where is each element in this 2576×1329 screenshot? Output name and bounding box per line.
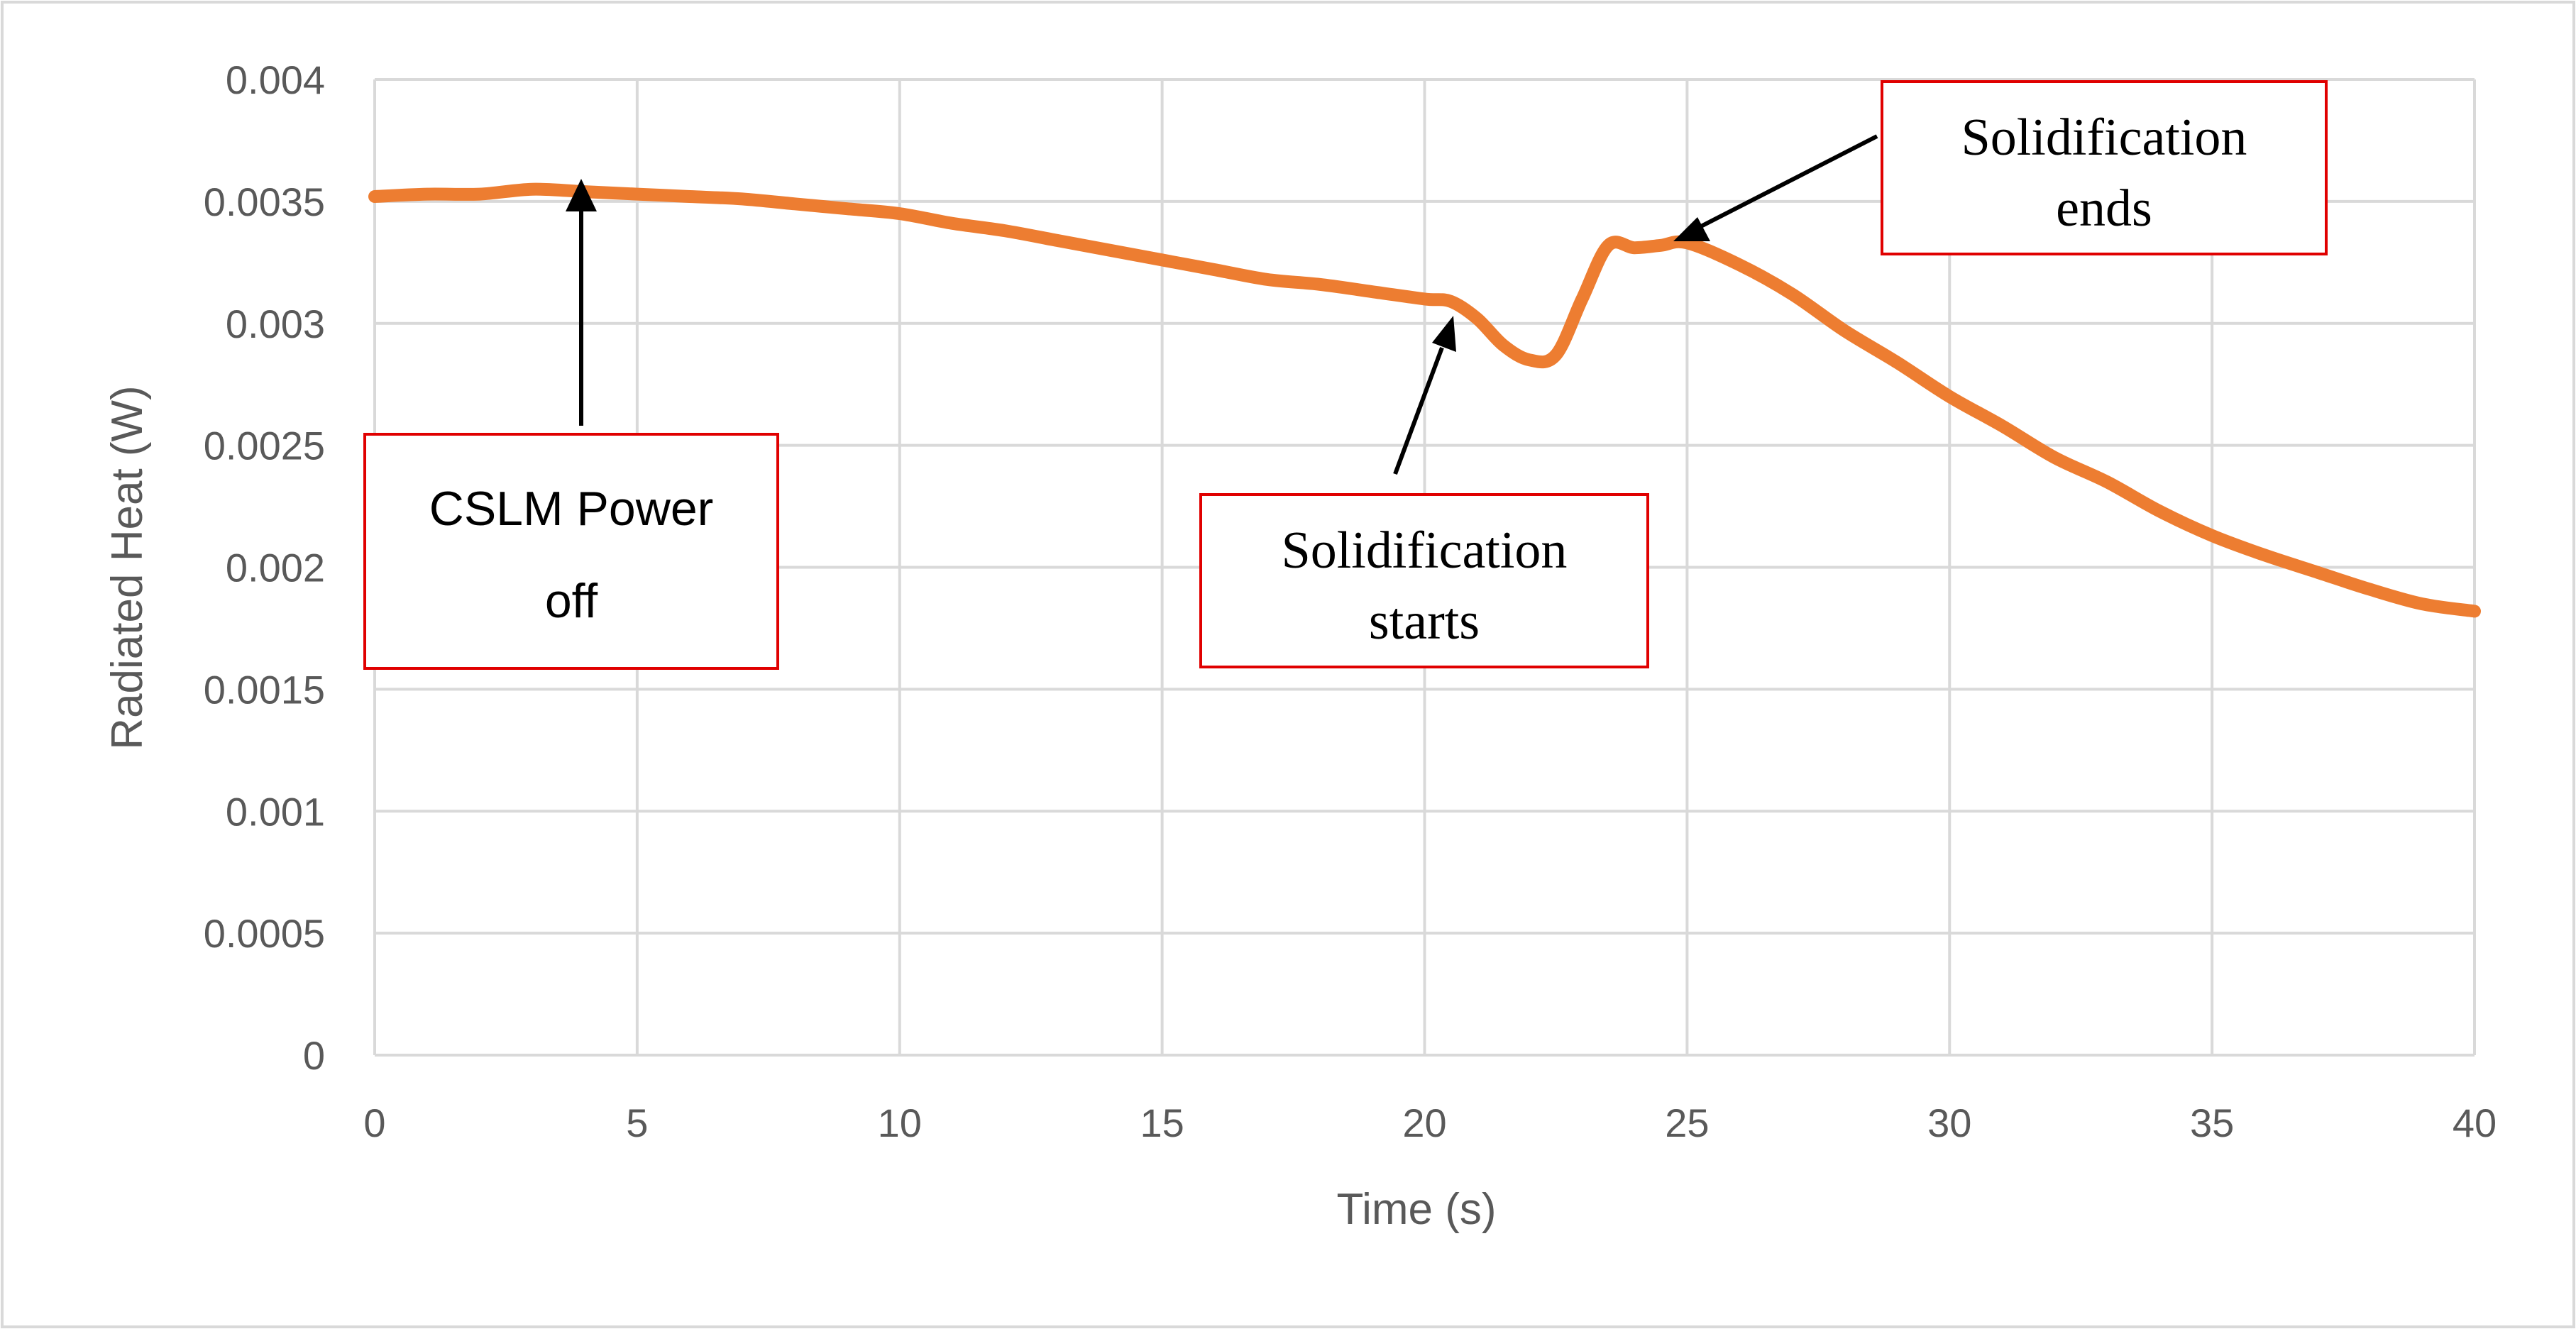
y-axis-tick-labels: 0 0.0005 0.001 0.0015 0.002 0.0025 0.003 0.0035… [204, 57, 325, 1078]
y-tick-label: 0.0005 [204, 911, 325, 956]
annotation-text-line-1: CSLM Power [429, 482, 714, 536]
x-tick-label: 15 [1140, 1101, 1184, 1145]
annotation-text-line-2: ends [2056, 180, 2152, 238]
y-tick-label: 0.001 [226, 789, 325, 834]
x-axis-title: Time (s) [1337, 1185, 1497, 1234]
y-tick-label: 0 [303, 1033, 325, 1078]
y-tick-label: 0.0015 [204, 667, 325, 712]
x-tick-label: 10 [878, 1101, 922, 1145]
annotation-text-line-2: starts [1369, 592, 1480, 651]
x-tick-label: 5 [626, 1101, 648, 1145]
annotation-box [1881, 80, 2328, 255]
y-axis-title: Radiated Heat (W) [103, 385, 152, 749]
annotation-arrowhead [566, 179, 597, 211]
annotation-text-line-2: off [545, 574, 598, 628]
annotation-box [1199, 493, 1649, 668]
radiated-heat-line [368, 182, 2481, 618]
x-tick-label: 25 [1665, 1101, 1709, 1145]
x-axis-tick-labels: 0 5 10 15 20 25 30 35 40 [363, 1101, 2497, 1145]
x-tick-label: 0 [363, 1101, 385, 1145]
annotation-text-line-1: Solidification [1282, 522, 1568, 580]
y-tick-label: 0.003 [226, 302, 325, 346]
annotation-arrowhead [1673, 217, 1710, 241]
annotation-text-line-1: Solidification [1961, 109, 2247, 167]
x-tick-label: 30 [1927, 1101, 1971, 1145]
annotation-cslm-power-off: CSLM Power off [363, 179, 779, 670]
annotation-arrow-shaft [1393, 346, 1444, 475]
y-tick-label: 0.0035 [204, 180, 325, 224]
annotation-solidification-starts: Solidification starts [1199, 316, 1649, 668]
y-tick-label: 0.004 [226, 57, 325, 102]
annotation-solidification-ends: Solidification ends [1673, 80, 2328, 255]
x-tick-label: 40 [2453, 1101, 2497, 1145]
x-tick-label: 20 [1402, 1101, 1446, 1145]
x-tick-label: 35 [2190, 1101, 2234, 1145]
annotation-arrow-shaft [1698, 134, 1878, 229]
annotation-box [363, 433, 779, 670]
y-tick-label: 0.002 [226, 546, 325, 590]
annotation-arrowhead [1432, 316, 1456, 352]
y-tick-label: 0.0025 [204, 424, 325, 468]
